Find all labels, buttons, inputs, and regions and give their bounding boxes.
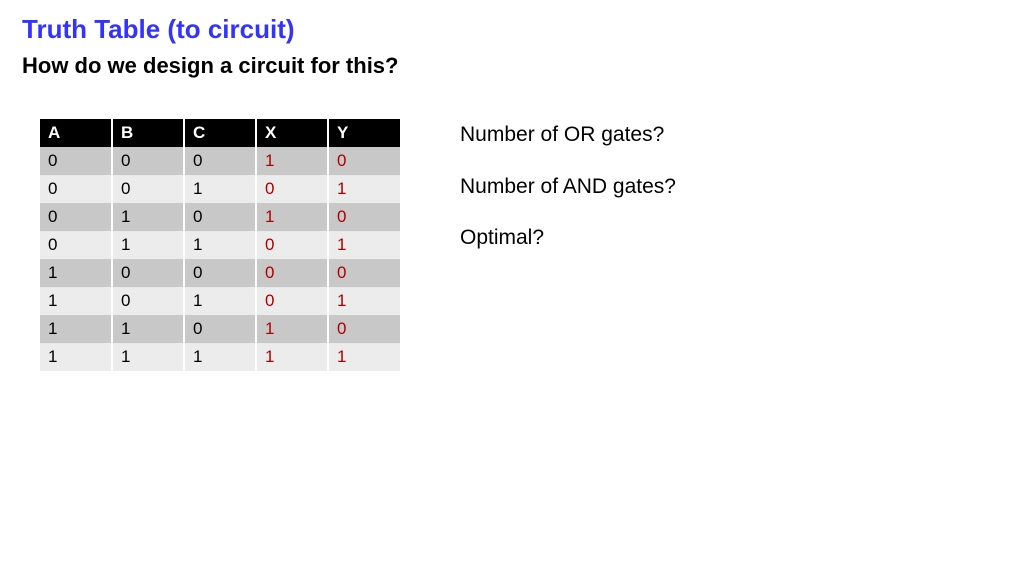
table-cell: 0: [40, 147, 112, 175]
table-cell: 0: [112, 175, 184, 203]
table-cell: 0: [256, 287, 328, 315]
table-cell: 0: [184, 259, 256, 287]
table-row: 10101: [40, 287, 400, 315]
table-header-c: C: [184, 119, 256, 147]
page-title: Truth Table (to circuit): [22, 14, 1002, 45]
table-cell: 0: [328, 147, 400, 175]
table-cell: 1: [184, 287, 256, 315]
table-cell: 1: [184, 175, 256, 203]
table-cell: 1: [328, 343, 400, 371]
table-cell: 1: [112, 315, 184, 343]
table-cell: 1: [112, 203, 184, 231]
table-cell: 0: [112, 287, 184, 315]
table-cell: 1: [256, 343, 328, 371]
table-cell: 1: [40, 287, 112, 315]
table-cell: 1: [256, 315, 328, 343]
table-row: 11111: [40, 343, 400, 371]
table-header-x: X: [256, 119, 328, 147]
table-cell: 0: [112, 147, 184, 175]
table-cell: 1: [256, 203, 328, 231]
table-cell: 0: [112, 259, 184, 287]
questions-block: Number of OR gates? Number of AND gates? O…: [460, 119, 676, 274]
table-cell: 0: [328, 259, 400, 287]
question-line: Number of AND gates?: [460, 171, 676, 203]
table-cell: 0: [184, 147, 256, 175]
table-header-b: B: [112, 119, 184, 147]
table-cell: 0: [328, 315, 400, 343]
table-row: 11010: [40, 315, 400, 343]
table-cell: 1: [328, 175, 400, 203]
table-cell: 1: [328, 287, 400, 315]
table-cell: 0: [40, 203, 112, 231]
table-cell: 1: [328, 231, 400, 259]
table-row: 01101: [40, 231, 400, 259]
table-row: 00010: [40, 147, 400, 175]
table-cell: 0: [328, 203, 400, 231]
table-cell: 0: [256, 259, 328, 287]
truth-table: ABCXY 0001000101010100110110000101011101…: [40, 119, 400, 371]
table-cell: 1: [40, 315, 112, 343]
table-row: 01010: [40, 203, 400, 231]
table-cell: 1: [184, 231, 256, 259]
question-line: Number of OR gates?: [460, 119, 676, 151]
table-cell: 1: [112, 231, 184, 259]
page-subtitle: How do we design a circuit for this?: [22, 53, 1002, 79]
table-cell: 0: [256, 231, 328, 259]
table-cell: 1: [40, 259, 112, 287]
table-cell: 1: [256, 147, 328, 175]
table-cell: 0: [184, 315, 256, 343]
table-header-a: A: [40, 119, 112, 147]
table-row: 10000: [40, 259, 400, 287]
table-cell: 0: [40, 231, 112, 259]
table-cell: 0: [256, 175, 328, 203]
table-row: 00101: [40, 175, 400, 203]
question-line: Optimal?: [460, 222, 676, 254]
table-cell: 1: [112, 343, 184, 371]
table-cell: 1: [40, 343, 112, 371]
table-cell: 1: [184, 343, 256, 371]
table-cell: 0: [184, 203, 256, 231]
table-cell: 0: [40, 175, 112, 203]
table-header-y: Y: [328, 119, 400, 147]
